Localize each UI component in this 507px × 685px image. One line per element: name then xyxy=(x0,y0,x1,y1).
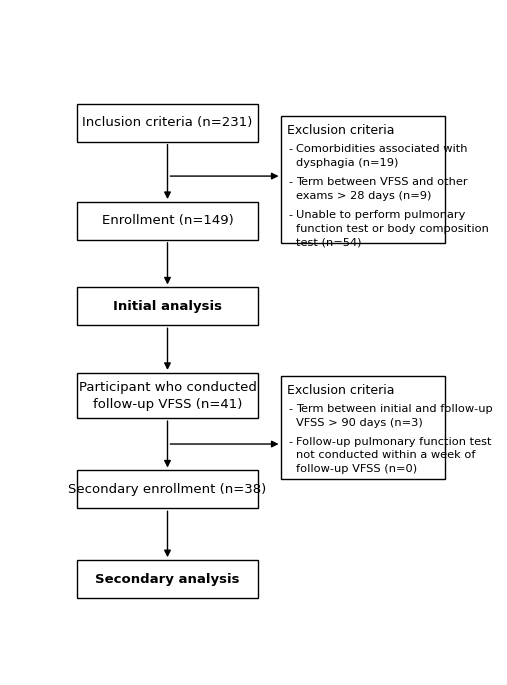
Text: function test or body composition: function test or body composition xyxy=(297,223,489,234)
Text: -: - xyxy=(288,436,293,447)
Bar xyxy=(281,116,445,243)
Text: Inclusion criteria (n=231): Inclusion criteria (n=231) xyxy=(82,116,252,129)
Bar xyxy=(77,288,258,325)
Bar xyxy=(77,560,258,598)
Text: exams > 28 days (n=9): exams > 28 days (n=9) xyxy=(297,191,432,201)
Bar xyxy=(77,373,258,418)
Text: Secondary enrollment (n=38): Secondary enrollment (n=38) xyxy=(68,483,267,496)
Text: Term between VFSS and other: Term between VFSS and other xyxy=(297,177,468,187)
Text: -: - xyxy=(288,210,293,220)
Text: Exclusion criteria: Exclusion criteria xyxy=(287,125,395,138)
Text: -: - xyxy=(288,145,293,154)
Bar xyxy=(77,202,258,240)
Text: -: - xyxy=(288,404,293,414)
Text: -: - xyxy=(288,177,293,187)
Text: Enrollment (n=149): Enrollment (n=149) xyxy=(101,214,233,227)
Bar xyxy=(77,471,258,508)
Text: Exclusion criteria: Exclusion criteria xyxy=(287,384,395,397)
Text: Follow-up pulmonary function test: Follow-up pulmonary function test xyxy=(297,436,492,447)
Text: not conducted within a week of: not conducted within a week of xyxy=(297,450,476,460)
Text: Participant who conducted
follow-up VFSS (n=41): Participant who conducted follow-up VFSS… xyxy=(79,380,257,410)
Bar xyxy=(77,104,258,142)
Text: Unable to perform pulmonary: Unable to perform pulmonary xyxy=(297,210,466,220)
Text: Comorbidities associated with: Comorbidities associated with xyxy=(297,145,468,154)
Text: test (n=54): test (n=54) xyxy=(297,237,362,247)
Text: follow-up VFSS (n=0): follow-up VFSS (n=0) xyxy=(297,464,417,474)
Text: VFSS > 90 days (n=3): VFSS > 90 days (n=3) xyxy=(297,418,423,427)
Text: Term between initial and follow-up: Term between initial and follow-up xyxy=(297,404,493,414)
Text: Initial analysis: Initial analysis xyxy=(113,300,222,313)
Bar xyxy=(281,376,445,479)
Text: dysphagia (n=19): dysphagia (n=19) xyxy=(297,158,399,168)
Text: Secondary analysis: Secondary analysis xyxy=(95,573,240,586)
